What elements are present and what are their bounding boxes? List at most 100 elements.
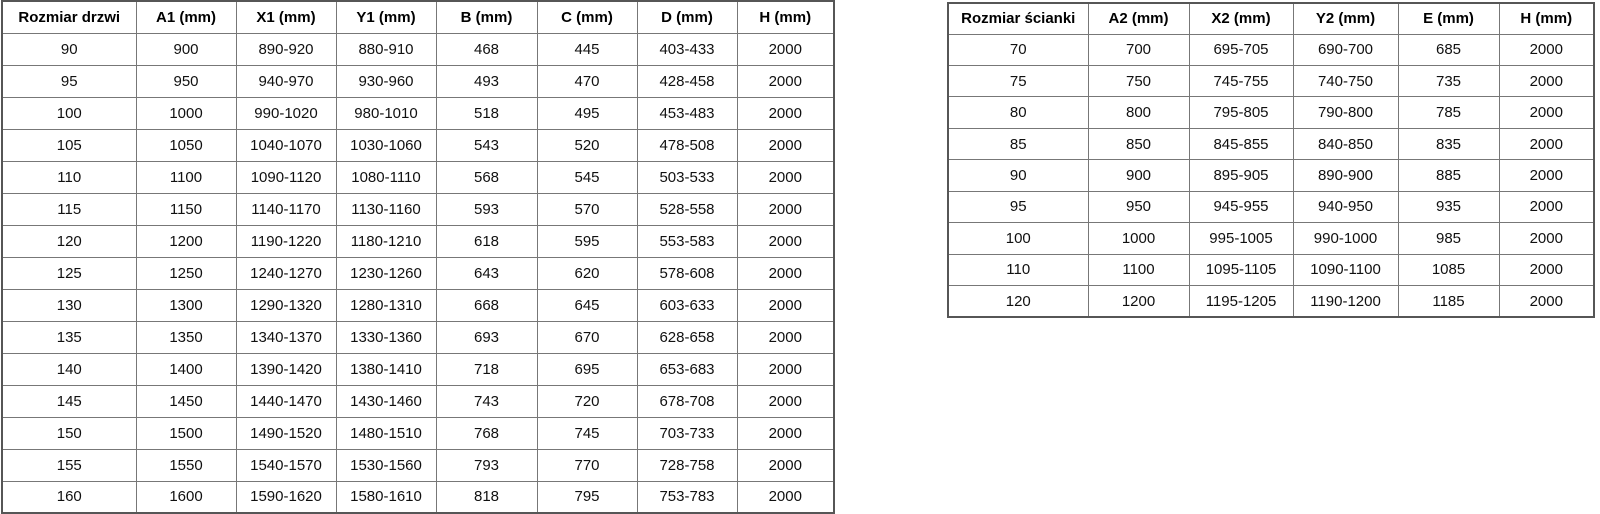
table-cell: 620	[536, 256, 638, 290]
table-cell: 785	[1397, 96, 1500, 129]
table-cell: 603-633	[636, 288, 738, 322]
table-row: 135 1350 1340-1370 1330-1360 693 670 628-658 20…	[1, 320, 835, 354]
table-cell: 695	[536, 352, 638, 386]
table-cell: 695-705	[1188, 33, 1294, 66]
table-cell: 1000	[1087, 222, 1190, 255]
table-row: 110 1100 1095-1105 1090-1100 1085 2000	[947, 253, 1595, 287]
table-cell: 1250	[135, 256, 237, 290]
column-header: H (mm)	[736, 0, 835, 34]
column-header: E (mm)	[1397, 2, 1500, 35]
table-cell: 2000	[1498, 253, 1595, 287]
column-header: B (mm)	[435, 0, 538, 34]
table-cell: 728-758	[636, 448, 738, 482]
table-cell: 703-733	[636, 416, 738, 450]
table-cell: 850	[1087, 127, 1190, 161]
table-row: 90 900 895-905 890-900 885 2000	[947, 159, 1595, 192]
column-header: C (mm)	[536, 0, 638, 34]
table-cell: 900	[1087, 159, 1190, 192]
table-row: 120 1200 1195-1205 1190-1200 1185 2000	[947, 285, 1595, 318]
column-header: H (mm)	[1498, 2, 1595, 35]
table-row: 110 1100 1090-1120 1080-1110 568 545 503-533 20…	[1, 160, 835, 194]
table-cell: 800	[1087, 96, 1190, 129]
table-cell: 790-800	[1292, 96, 1399, 129]
table-cell: 150	[1, 416, 137, 450]
table-cell: 2000	[736, 32, 835, 66]
table-cell: 1040-1070	[235, 128, 337, 162]
table-cell: 578-608	[636, 256, 738, 290]
table-cell: 2000	[736, 448, 835, 482]
table-cell: 645	[536, 288, 638, 322]
table-cell: 1580-1610	[335, 480, 437, 514]
table-row: 75 750 745-755 740-750 735 2000	[947, 64, 1595, 98]
table-cell: 105	[1, 128, 137, 162]
table-cell: 1450	[135, 384, 237, 418]
table-cell: 1390-1420	[235, 352, 337, 386]
table-cell: 1190-1220	[235, 224, 337, 258]
table-cell: 1240-1270	[235, 256, 337, 290]
table-cell: 503-533	[636, 160, 738, 194]
table-cell: 470	[536, 64, 638, 98]
table-cell: 745	[536, 416, 638, 450]
table-cell: 668	[435, 288, 538, 322]
table-cell: 75	[947, 64, 1089, 98]
table-cell: 1600	[135, 480, 237, 514]
table-cell: 2000	[736, 128, 835, 162]
table-cell: 1150	[135, 192, 237, 226]
table-row: 115 1150 1140-1170 1130-1160 593 570 528-558 20…	[1, 192, 835, 226]
table-cell: 2000	[736, 64, 835, 98]
table-cell: 110	[1, 160, 137, 194]
table-cell: 595	[536, 224, 638, 258]
table-cell: 2000	[736, 224, 835, 258]
table-cell: 428-458	[636, 64, 738, 98]
table-cell: 520	[536, 128, 638, 162]
table-cell: 693	[435, 320, 538, 354]
header-row: Rozmiar drzwi A1 (mm) X1 (mm) Y1 (mm) B (mm)…	[1, 0, 835, 34]
table-cell: 670	[536, 320, 638, 354]
table-cell: 553-583	[636, 224, 738, 258]
table-cell: 478-508	[636, 128, 738, 162]
table-row: 100 1000 990-1020 980-1010 518 495 453-483 2000	[1, 96, 835, 130]
table-cell: 1300	[135, 288, 237, 322]
table-cell: 840-850	[1292, 127, 1399, 161]
table-row: 155 1550 1540-1570 1530-1560 793 770 728-758 20…	[1, 448, 835, 482]
table-cell: 735	[1397, 64, 1500, 98]
table-cell: 985	[1397, 222, 1500, 255]
table-cell: 90	[947, 159, 1089, 192]
table-cell: 543	[435, 128, 538, 162]
table-cell: 1200	[1087, 285, 1190, 318]
table-row: 70 700 695-705 690-700 685 2000	[947, 33, 1595, 66]
table-cell: 2000	[736, 480, 835, 514]
table-row: 95 950 940-970 930-960 493 470 428-458 2000	[1, 64, 835, 98]
table-cell: 2000	[736, 352, 835, 386]
table-cell: 95	[1, 64, 137, 98]
table-cell: 1185	[1397, 285, 1500, 318]
table-cell: 2000	[1498, 190, 1595, 224]
table-cell: 570	[536, 192, 638, 226]
table-cell: 940-950	[1292, 190, 1399, 224]
table-cell: 720	[536, 384, 638, 418]
table-cell: 718	[435, 352, 538, 386]
table-cell: 628-658	[636, 320, 738, 354]
table-cell: 890-900	[1292, 159, 1399, 192]
table-cell: 1550	[135, 448, 237, 482]
table-cell: 1090-1120	[235, 160, 337, 194]
table-cell: 1490-1520	[235, 416, 337, 450]
table-cell: 895-905	[1188, 159, 1294, 192]
header-row: Rozmiar ścianki A2 (mm) X2 (mm) Y2 (mm) E (m…	[947, 2, 1595, 35]
table-cell: 753-783	[636, 480, 738, 514]
table-cell: 1140-1170	[235, 192, 337, 226]
table-cell: 2000	[1498, 64, 1595, 98]
table-cell: 643	[435, 256, 538, 290]
table-cell: 100	[947, 222, 1089, 255]
table-cell: 1095-1105	[1188, 253, 1294, 287]
table-row: 160 1600 1590-1620 1580-1610 818 795 753-783 20…	[1, 480, 835, 514]
table-cell: 818	[435, 480, 538, 514]
table-cell: 1350	[135, 320, 237, 354]
table-row: 80 800 795-805 790-800 785 2000	[947, 96, 1595, 129]
table-cell: 2000	[736, 160, 835, 194]
table-cell: 845-855	[1188, 127, 1294, 161]
table-cell: 2000	[736, 288, 835, 322]
table-cell: 990-1020	[235, 96, 337, 130]
table-row: 140 1400 1390-1420 1380-1410 718 695 653-683 20…	[1, 352, 835, 386]
